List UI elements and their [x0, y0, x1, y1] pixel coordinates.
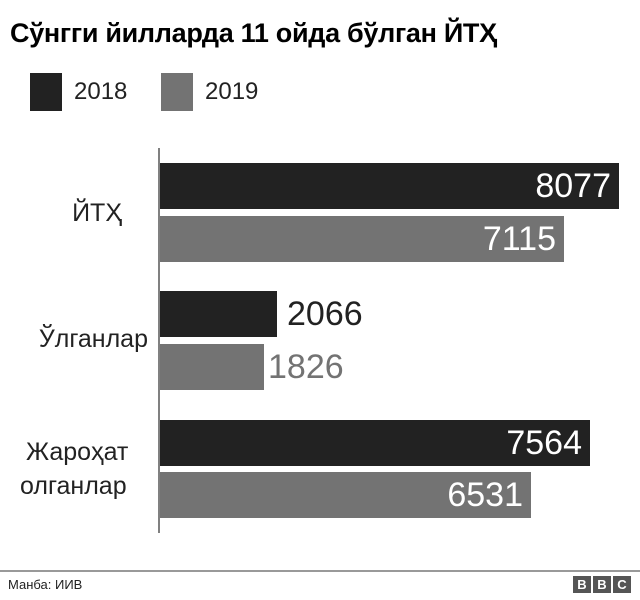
category-label-line1: Жароҳат	[26, 438, 129, 466]
bar-injured-2018: 7564	[160, 420, 590, 466]
bar-value: 1826	[268, 348, 344, 386]
category-label-injured: Жароҳат олганлар	[20, 435, 146, 503]
chart-title: Сўнгги йилларда 11 ойда бўлган ЙТҲ	[10, 18, 497, 48]
bbc-logo-letter: B	[573, 576, 591, 593]
bar-value: 6531	[447, 476, 523, 514]
category-label-text: Ўлганлар	[38, 325, 148, 353]
legend-item-2019: 2019	[161, 73, 258, 111]
category-label-ytx: ЙТҲ	[52, 196, 122, 230]
bar-value: 2066	[287, 295, 363, 333]
bar-injured-2019: 6531	[160, 472, 531, 518]
bar-ytx-2019: 7115	[160, 216, 564, 262]
bar-deaths-2019: 1826	[160, 344, 344, 390]
footer-divider	[0, 570, 640, 572]
source-note: Манба: ИИВ	[8, 577, 83, 592]
bar-deaths-2018: 2066	[160, 291, 363, 337]
bar-value: 7115	[482, 220, 556, 258]
bar-value: 8077	[535, 167, 611, 205]
bbc-logo: B B C	[573, 576, 631, 593]
bbc-logo-letter: B	[593, 576, 611, 593]
legend-label-2019: 2019	[205, 78, 259, 105]
category-label-line2: олганлар	[20, 472, 127, 500]
legend-swatch-2019	[161, 73, 193, 111]
legend-swatch-2018	[30, 73, 62, 111]
bbc-logo-letter: C	[613, 576, 631, 593]
bar-ytx-2018: 8077	[160, 163, 619, 209]
bar-value: 7564	[506, 424, 582, 462]
legend-label-2018: 2018	[74, 78, 128, 105]
category-label-text: ЙТҲ	[72, 199, 122, 227]
legend-item-2018: 2018	[30, 73, 127, 111]
category-label-deaths: Ўлганлар	[20, 322, 148, 356]
y-axis-line	[158, 148, 160, 533]
